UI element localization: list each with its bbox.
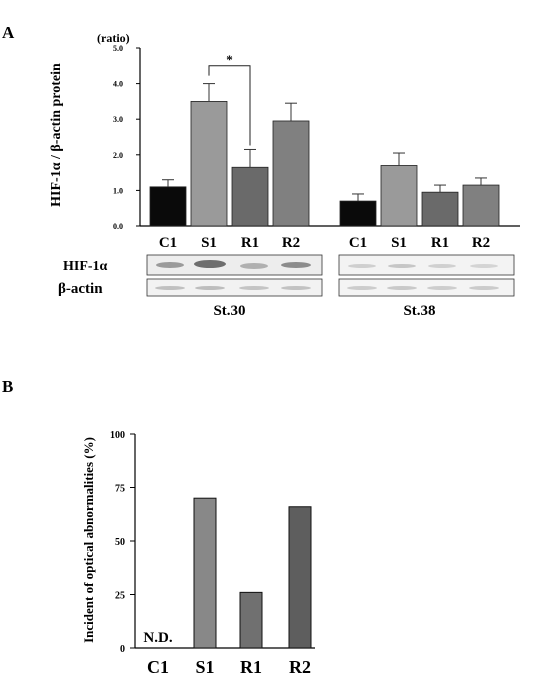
y-tick-label-a: 2.0 [113,151,123,160]
x-tick-label-a: R1 [241,235,259,251]
y-tick-label-b: 75 [115,484,125,495]
y-tick-label-a: 4.0 [113,80,123,89]
y-tick-label-a: 0.0 [113,222,123,231]
bar-St.38-S1 [380,165,418,227]
chart-b: 0 25 50 75 100 C1 S1 R1 R2 N.D. [110,430,315,677]
bar-St.30-R1 [231,166,269,227]
x-tick-label-a: R2 [472,235,490,251]
panel-label-a: A [2,23,15,42]
group-label: St.38 [403,303,435,319]
x-tick-label-a: S1 [201,235,217,251]
bar-St.30-R2 [272,120,310,227]
y-tick-label-b: 100 [110,430,125,441]
significance-bracket [208,65,251,146]
y-axis-label-b: Incident of optical abnormalities (%) [81,437,96,643]
x-tick-label-b: R2 [289,657,311,677]
y-axis-label-a: HIF-1α / β-actin protein [49,63,64,207]
western-blot [146,254,515,297]
bar-b-R2 [288,506,312,649]
unit-label: (ratio) [97,31,130,45]
bar-St.38-R1 [421,191,459,227]
bar-b-S1 [193,497,217,649]
x-tick-label-a: S1 [391,235,407,251]
y-tick-label-a: 3.0 [113,115,123,124]
bar-St.38-C1 [339,200,377,227]
y-tick-label-b: 50 [115,537,125,548]
significance-star: * [226,52,233,67]
y-tick-label-a: 5.0 [113,44,123,53]
x-tick-label-a: C1 [159,235,177,251]
blot-label-actin: β-actin [58,281,103,297]
chart-a: 0.0 1.0 2.0 3.0 4.0 5.0 C1 S1 R1 R2 St.30 C1 S1 R1 R2 S… [113,44,520,319]
y-tick-label-b: 0 [120,644,125,655]
x-tick-label-b: C1 [147,657,169,677]
panel-label-b: B [2,377,13,396]
y-tick-label-b: 25 [115,591,125,602]
bar-b-R1 [239,591,263,649]
bar-St.30-S1 [190,101,228,227]
blot-label-hif: HIF-1α [63,259,108,274]
x-tick-label-a: R1 [431,235,449,251]
nd-annotation: N.D. [143,630,172,646]
y-tick-label-a: 1.0 [113,186,123,195]
bar-St.38-R2 [462,184,500,227]
x-tick-label-b: S1 [195,657,214,677]
group-label: St.30 [213,303,245,319]
x-tick-label-b: R1 [240,657,262,677]
bar-St.30-C1 [149,186,187,227]
x-tick-label-a: R2 [282,235,300,251]
x-tick-label-a: C1 [349,235,367,251]
